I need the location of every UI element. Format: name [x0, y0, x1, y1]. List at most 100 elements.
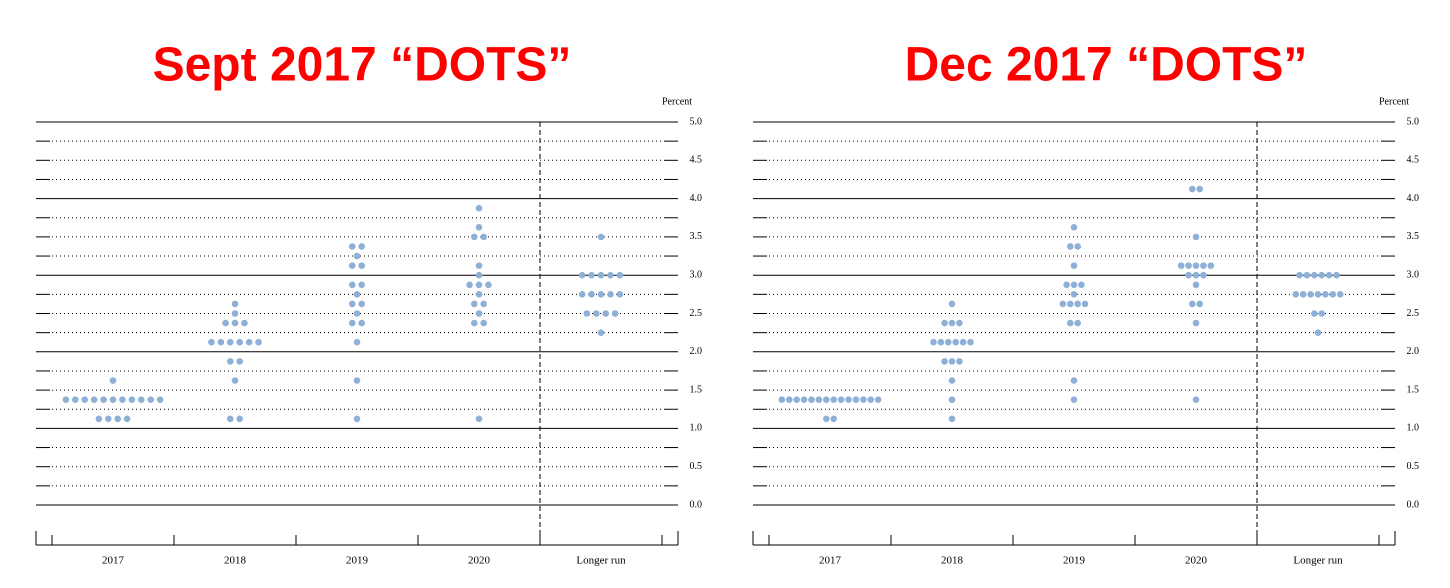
- y-tick-label: 1.0: [690, 423, 703, 434]
- dot: [1325, 271, 1333, 279]
- dot: [948, 396, 956, 403]
- dot: [226, 358, 234, 365]
- dot: [217, 338, 225, 346]
- dot: [475, 262, 483, 269]
- dot: [475, 224, 483, 231]
- y-tick-label: 4.0: [1407, 193, 1420, 204]
- dot: [822, 396, 830, 403]
- dot: [597, 329, 605, 336]
- dot: [1303, 271, 1311, 279]
- y-tick-label: 5.0: [690, 116, 703, 127]
- dot: [1200, 271, 1207, 279]
- dot: [1070, 224, 1078, 231]
- dot: [874, 396, 882, 403]
- dot: [1318, 271, 1326, 279]
- y-tick-label: 5.0: [1407, 116, 1420, 127]
- dot: [255, 338, 262, 346]
- dot: [222, 319, 229, 327]
- dot: [616, 291, 624, 298]
- dot: [930, 338, 937, 346]
- dot: [475, 415, 483, 423]
- dot: [1192, 281, 1200, 289]
- y-tick-label: 2.5: [1407, 308, 1420, 319]
- dot: [480, 319, 488, 327]
- dot: [800, 396, 808, 403]
- y-axis-label: Percent: [662, 96, 692, 107]
- dot: [475, 204, 483, 212]
- x-tick-label: 2019: [346, 555, 369, 567]
- dot: [353, 415, 361, 423]
- dot: [1188, 300, 1196, 308]
- y-tick-label: 3.0: [1407, 269, 1420, 280]
- dot: [785, 396, 793, 403]
- dot: [597, 271, 605, 279]
- dot: [353, 377, 361, 384]
- dot: [231, 319, 239, 327]
- dot: [1307, 291, 1314, 298]
- dot: [81, 396, 89, 403]
- dot: [470, 300, 478, 308]
- dot: [941, 319, 948, 327]
- y-tick-label: 0.0: [1407, 499, 1420, 510]
- dot: [358, 262, 366, 269]
- dot: [592, 310, 600, 317]
- dot: [830, 415, 838, 423]
- chart-title: Dec 2017 “DOTS”: [905, 39, 1308, 92]
- dot: [815, 396, 823, 403]
- dot: [137, 396, 145, 403]
- dot: [1192, 319, 1200, 327]
- dot: [119, 396, 126, 403]
- dot: [778, 396, 786, 403]
- dot: [1192, 271, 1200, 279]
- dot: [123, 415, 131, 423]
- dot: [602, 310, 610, 317]
- dot: [941, 358, 948, 365]
- dot: [937, 338, 945, 346]
- dot: [358, 243, 366, 250]
- dot: [466, 281, 473, 289]
- dot: [1059, 300, 1067, 308]
- dot: [948, 319, 956, 327]
- dot: [793, 396, 800, 403]
- dot: [959, 338, 967, 346]
- dot: [470, 233, 478, 241]
- dot: [156, 396, 164, 403]
- dot: [1314, 329, 1322, 336]
- dot: [1185, 271, 1192, 279]
- dot: [480, 300, 488, 308]
- dot: [1200, 262, 1207, 269]
- dot: [353, 310, 361, 317]
- y-tick-label: 3.5: [1407, 231, 1420, 242]
- dot: [100, 396, 107, 403]
- dot: [1310, 271, 1318, 279]
- x-tick-label: 2020: [468, 555, 491, 567]
- dot: [1310, 310, 1318, 317]
- dot: [358, 300, 366, 308]
- dot: [348, 300, 356, 308]
- dot: [475, 271, 483, 279]
- dot: [480, 233, 488, 241]
- dot: [1074, 319, 1082, 327]
- dot: [226, 338, 234, 346]
- dot: [348, 262, 356, 269]
- dot: [348, 319, 356, 327]
- dot: [1192, 396, 1200, 403]
- dot: [358, 319, 366, 327]
- dot: [1070, 377, 1078, 384]
- x-tick-label: 2020: [1185, 555, 1208, 567]
- dot: [109, 377, 117, 384]
- dot: [1070, 281, 1078, 289]
- dot: [1074, 300, 1082, 308]
- dot: [348, 243, 356, 250]
- dot: [236, 358, 244, 365]
- y-tick-label: 4.5: [1407, 155, 1420, 166]
- dot: [1070, 396, 1078, 403]
- dot: [860, 396, 867, 403]
- dot: [1192, 233, 1200, 241]
- dot: [837, 396, 845, 403]
- dot: [1333, 271, 1340, 279]
- dot: [1192, 262, 1200, 269]
- y-tick-label: 2.0: [690, 346, 703, 357]
